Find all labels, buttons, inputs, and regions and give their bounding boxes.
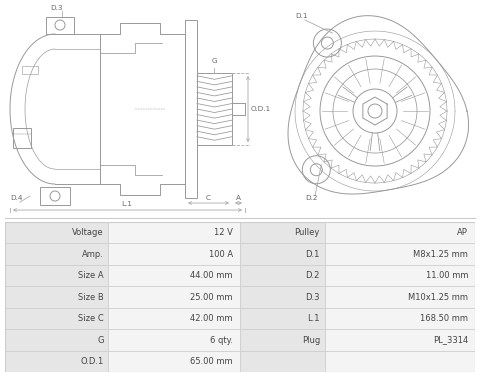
Bar [108,329,240,351]
Text: M8x1.25 mm: M8x1.25 mm [413,250,468,259]
Bar [108,308,240,329]
Bar [324,222,475,243]
Text: 12 V: 12 V [214,228,233,237]
Bar [240,286,324,308]
Bar [5,351,108,372]
Text: M10x1.25 mm: M10x1.25 mm [408,293,468,302]
Bar [108,265,240,286]
Text: PL_3314: PL_3314 [433,335,468,344]
Text: 44.00 mm: 44.00 mm [191,271,233,280]
Bar [5,265,108,286]
Text: L.1: L.1 [121,201,132,207]
Text: 65.00 mm: 65.00 mm [190,357,233,366]
Text: D.3: D.3 [50,5,62,11]
Text: D.4: D.4 [10,195,23,201]
Bar [40,187,70,205]
Bar [240,243,324,265]
Text: A: A [236,195,240,201]
Text: Size B: Size B [78,293,104,302]
Bar [5,308,108,329]
Bar [5,222,108,243]
Bar [108,351,240,372]
Bar [324,243,475,265]
Bar [197,73,232,145]
Text: C: C [205,195,211,201]
Bar [108,243,240,265]
Text: D.2: D.2 [306,271,320,280]
Text: D.2: D.2 [305,195,317,201]
Bar [240,329,324,351]
Text: O.D.1: O.D.1 [80,357,104,366]
Text: G: G [211,58,217,64]
Text: 100 A: 100 A [209,250,233,259]
Text: Size A: Size A [78,271,104,280]
Text: D.1: D.1 [295,13,308,19]
Text: G: G [97,335,104,344]
Text: Amp.: Amp. [82,250,104,259]
Bar [185,20,197,198]
Text: L.1: L.1 [308,314,320,323]
Bar [240,222,324,243]
Bar [5,329,108,351]
Bar [324,286,475,308]
Text: Pulley: Pulley [295,228,320,237]
Text: D.1: D.1 [306,250,320,259]
Text: AP: AP [457,228,468,237]
Text: Plug: Plug [302,335,320,344]
Text: Size C: Size C [78,314,104,323]
Bar [108,222,240,243]
Text: 6 qty.: 6 qty. [210,335,233,344]
Bar [324,329,475,351]
Text: 42.00 mm: 42.00 mm [191,314,233,323]
Bar [240,265,324,286]
Bar [5,286,108,308]
Text: 168.50 mm: 168.50 mm [420,314,468,323]
Text: Voltage: Voltage [72,228,104,237]
Bar [240,308,324,329]
Text: D.3: D.3 [305,293,320,302]
Text: O.D.1: O.D.1 [251,106,271,112]
Bar [324,308,475,329]
Bar [108,286,240,308]
Bar [324,265,475,286]
Bar [5,243,108,265]
Bar [13,128,31,148]
Bar [324,351,475,372]
Bar [46,17,74,33]
Bar [22,66,38,74]
Text: 25.00 mm: 25.00 mm [191,293,233,302]
Text: 11.00 mm: 11.00 mm [426,271,468,280]
Bar [240,351,324,372]
